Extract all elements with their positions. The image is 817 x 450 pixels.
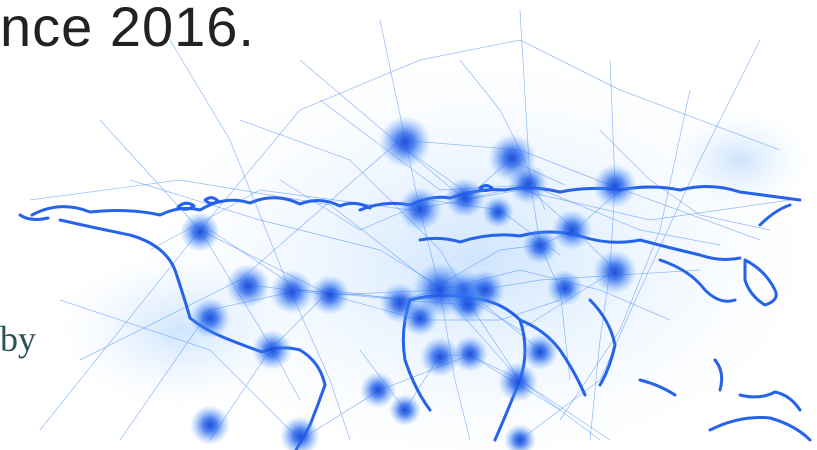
hero-side-text: by: [0, 319, 36, 359]
network-nodes: [180, 116, 637, 450]
hero-headline: nce 2016.: [0, 0, 255, 58]
